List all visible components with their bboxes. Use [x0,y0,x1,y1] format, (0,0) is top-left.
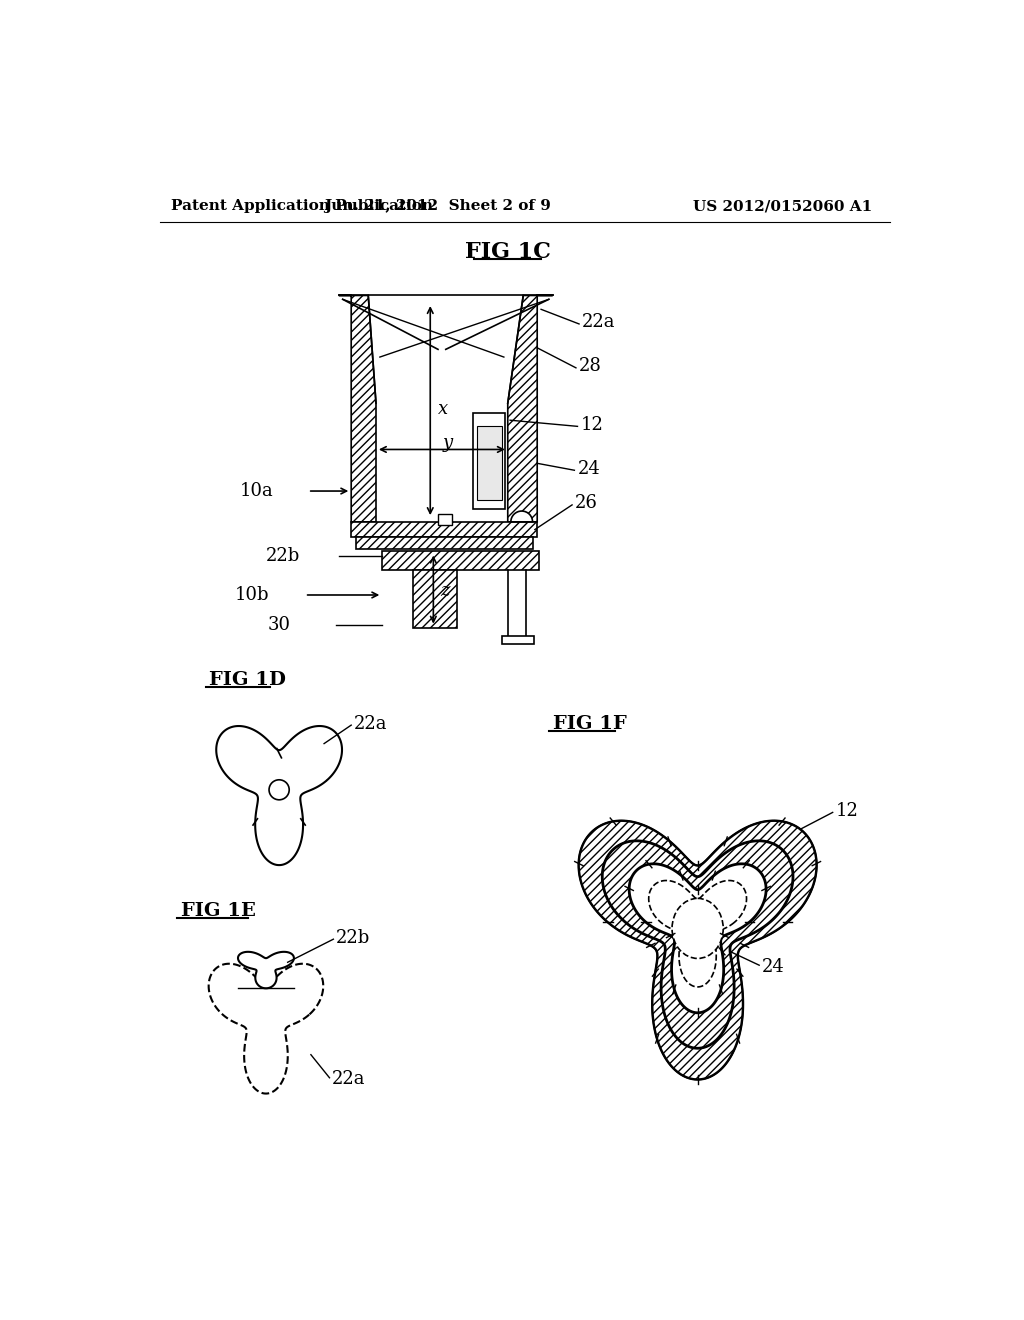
Polygon shape [602,841,793,1048]
Text: y: y [443,434,454,453]
Text: US 2012/0152060 A1: US 2012/0152060 A1 [693,199,872,213]
Text: 22a: 22a [583,313,615,331]
Polygon shape [508,296,553,521]
Text: 12: 12 [836,801,859,820]
Polygon shape [339,296,376,521]
Text: 30: 30 [267,616,291,634]
Wedge shape [511,511,532,521]
Text: 10b: 10b [234,586,269,605]
Polygon shape [629,863,766,1012]
Polygon shape [649,880,746,987]
Text: 28: 28 [579,358,602,375]
Polygon shape [238,952,294,989]
Text: 24: 24 [578,459,600,478]
Bar [414,570,457,628]
Text: 22b: 22b [336,929,370,946]
Text: Jun. 21, 2012  Sheet 2 of 9: Jun. 21, 2012 Sheet 2 of 9 [325,199,552,213]
Ellipse shape [672,899,723,958]
Bar [356,537,532,549]
Bar [382,552,539,570]
Text: FIG 1D: FIG 1D [209,672,287,689]
Text: 10a: 10a [240,482,273,500]
Text: z: z [440,582,450,599]
Text: FIG 1E: FIG 1E [180,903,256,920]
Bar [438,515,452,525]
Text: 26: 26 [575,495,598,512]
Bar [502,636,535,644]
Bar [477,426,502,499]
Polygon shape [602,841,793,1048]
Text: 22b: 22b [266,546,300,565]
Text: x: x [438,400,449,417]
Text: 22a: 22a [353,714,387,733]
Polygon shape [369,296,523,521]
Polygon shape [579,821,816,1080]
Polygon shape [579,821,816,1080]
Text: 22a: 22a [332,1071,366,1088]
Text: 24: 24 [762,958,785,975]
Text: Patent Application Publication: Patent Application Publication [171,199,432,213]
Polygon shape [216,726,342,865]
Text: FIG 1F: FIG 1F [553,715,627,734]
Bar [351,521,538,537]
Polygon shape [209,964,324,1093]
Bar [473,412,506,508]
Text: 12: 12 [581,416,603,434]
Text: FIG 1C: FIG 1C [465,242,551,264]
